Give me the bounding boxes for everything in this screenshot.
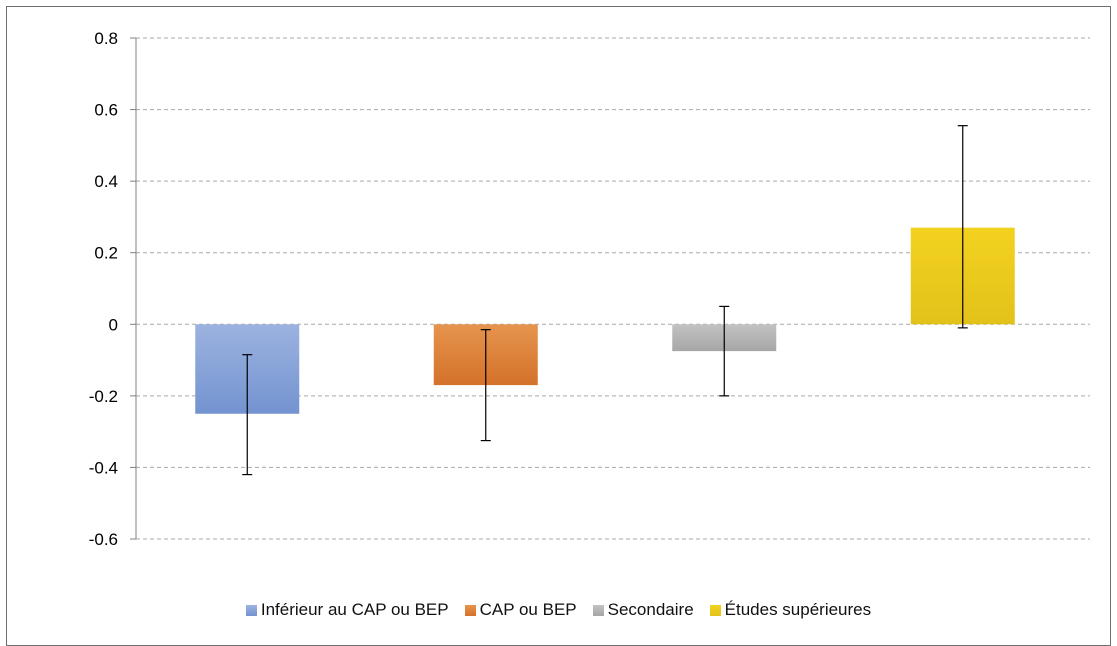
- error-bar-4: [957, 125, 968, 329]
- error-bar-2: [480, 329, 491, 442]
- y-tick-label: 0.2: [94, 244, 118, 263]
- gridlines: [130, 37, 1090, 540]
- legend-swatch: [245, 604, 257, 616]
- y-tick-label: -0.2: [89, 387, 118, 406]
- legend-item: Études supérieures: [709, 600, 872, 620]
- y-tick-label: 0: [109, 315, 118, 334]
- legend-swatch: [709, 604, 721, 616]
- legend-item: Inférieur au CAP ou BEP: [245, 600, 449, 620]
- legend-item: CAP ou BEP: [464, 600, 577, 620]
- legend-swatch: [592, 604, 604, 616]
- legend-label: Secondaire: [607, 600, 694, 619]
- error-bars: [242, 125, 968, 476]
- y-tick-label: -0.6: [89, 530, 118, 549]
- y-tick-label: 0.8: [94, 29, 118, 48]
- legend-label: Inférieur au CAP ou BEP: [260, 600, 449, 619]
- y-tick-label: 0.4: [94, 172, 118, 191]
- error-bar-1: [242, 354, 253, 476]
- bar-chart: 0.8 0.6 0.4 0.2 0 -0.2 -0.4 -0.6: [89, 29, 1090, 549]
- y-tick-label: 0.6: [94, 101, 118, 120]
- legend-swatch: [464, 604, 476, 616]
- error-bar-3: [719, 305, 730, 397]
- legend: Inférieur au CAP ou BEP CAP ou BEP Seconda…: [0, 597, 1117, 623]
- legend-label: CAP ou BEP: [479, 600, 577, 619]
- y-tick-label: -0.4: [89, 458, 118, 477]
- bars: [195, 227, 1015, 414]
- legend-item: Secondaire: [592, 600, 694, 620]
- legend-label: Études supérieures: [724, 600, 872, 619]
- y-tick-labels: 0.8 0.6 0.4 0.2 0 -0.2 -0.4 -0.6: [89, 29, 118, 549]
